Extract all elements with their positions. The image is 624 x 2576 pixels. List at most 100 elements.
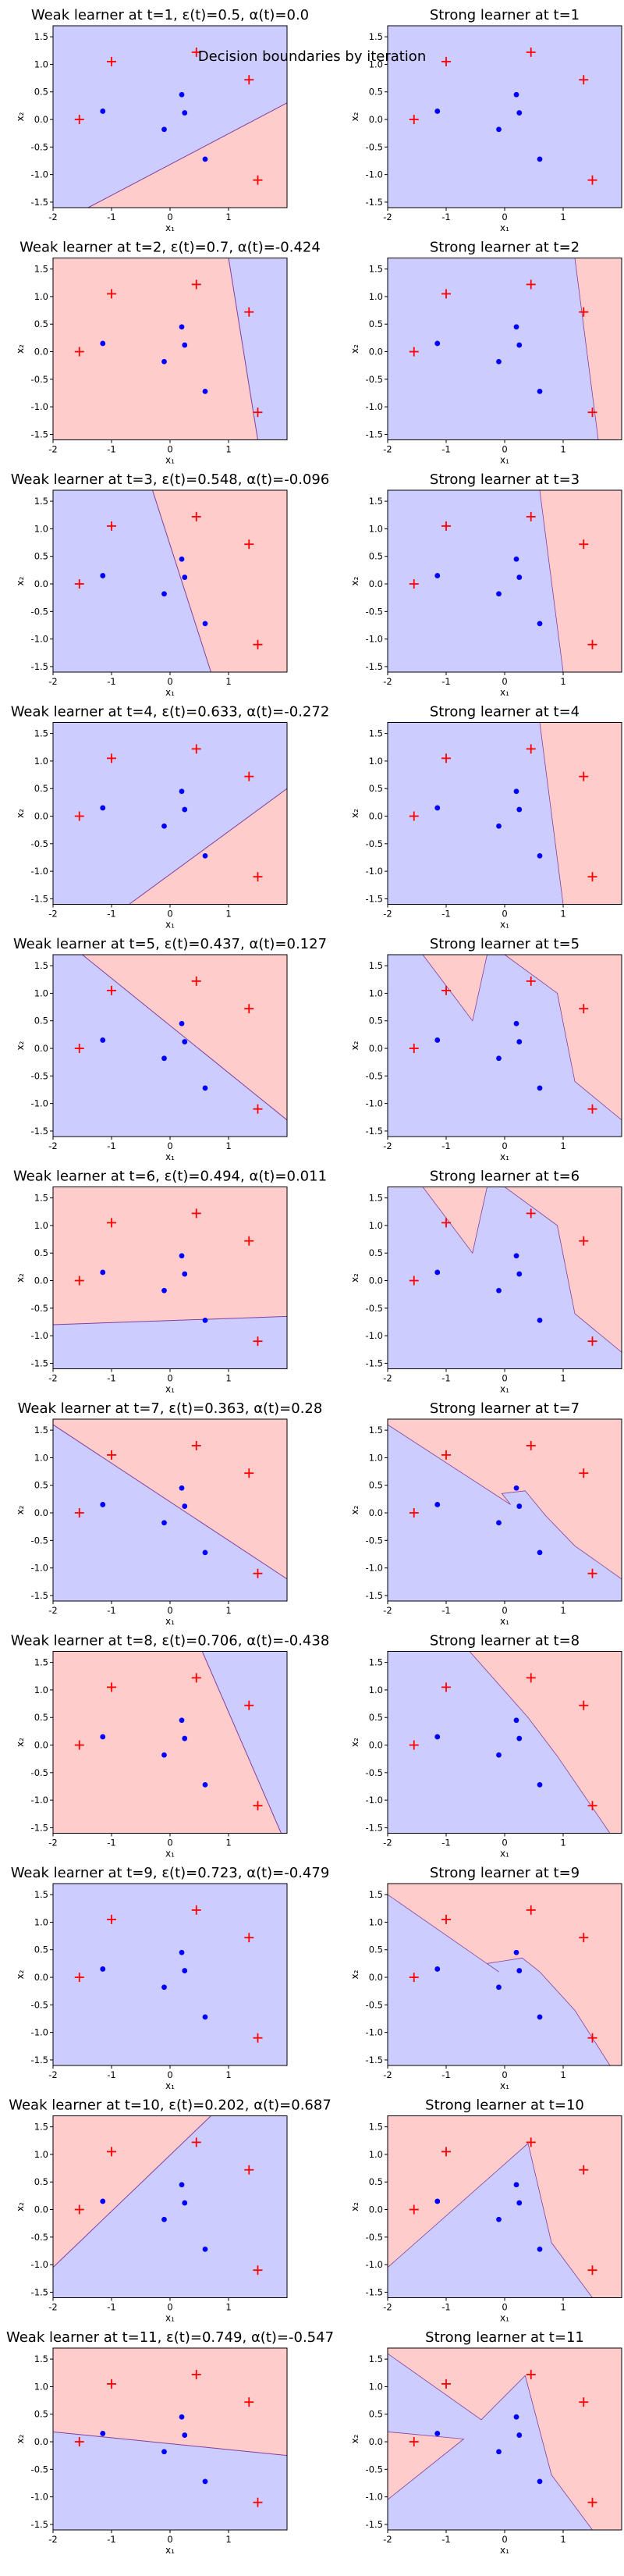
weak-learner-t6-negative-point-3	[179, 1253, 185, 1259]
strong-learner-t7-negative-point-1	[434, 1502, 441, 1507]
weak-learner-t1-negative-point-3	[179, 91, 185, 98]
weak-learner-t10-negative-point-1	[100, 2198, 106, 2204]
weak-learner-t1-xlabel: x₁	[165, 222, 175, 233]
weak-learner-t8-y-tick-label: 0.5	[34, 1712, 48, 1723]
weak-learner-t6-ylabel: x₂	[15, 1273, 26, 1283]
strong-learner-t4-panel: -2 -1 0 1 1.5 1.0 0.5 0.0 -0.5 -1.0 -1.5 x₁ x₂ Strong…	[349, 704, 622, 930]
strong-learner-t2-negative-point-3	[513, 324, 519, 330]
weak-learner-t6-negative-point-5	[202, 1317, 208, 1323]
strong-learner-t9-title: Strong learner at t=9	[430, 1865, 580, 1881]
weak-learner-t11-panel: -2 -1 0 1 1.5 1.0 0.5 0.0 -0.5 -1.0 -1.5 x₁ x₂ Weak l…	[6, 2329, 334, 2556]
weak-learner-t2-xlabel: x₁	[165, 455, 175, 466]
weak-learner-t8-negative-point-3	[179, 1717, 185, 1724]
weak-learner-t9-xlabel: x₁	[165, 2080, 175, 2091]
weak-learner-t9-x-tick-label: -1	[107, 2069, 115, 2080]
weak-learner-t4-xlabel: x₁	[165, 920, 175, 930]
strong-learner-t2-negative-point-4	[516, 342, 523, 348]
strong-learner-t7-negative-point-5	[537, 1550, 543, 1556]
weak-learner-t3-positive-region	[152, 490, 287, 672]
weak-learner-t7-negative-region	[53, 1425, 287, 1601]
strong-learner-t11-positive-point-2	[441, 2379, 451, 2389]
strong-learner-t2-y-tick-label: 0.0	[369, 347, 383, 358]
strong-learner-t11-title: Strong learner at t=11	[425, 2329, 584, 2346]
strong-learner-t1-negative-point-5	[537, 156, 543, 162]
weak-learner-t10-negative-point-2	[161, 2216, 167, 2222]
weak-learner-t9-y-tick-label: -1.5	[31, 2055, 48, 2065]
weak-learner-t6-y-tick-label: 1.5	[34, 1193, 48, 1204]
strong-learner-t8-y-tick-label: -1.5	[366, 1822, 383, 1833]
strong-learner-t2-x-tick-label: 1	[560, 444, 566, 455]
weak-learner-t3-positive-point-1	[74, 579, 84, 589]
weak-learner-t11-negative-point-5	[202, 2478, 208, 2485]
strong-learner-t2-positive-point-2	[441, 289, 451, 299]
weak-learner-t2-y-tick-label: 1.0	[34, 291, 48, 302]
weak-learner-t9-y-tick-label: -0.5	[31, 1999, 48, 2010]
weak-learner-t1-x-tick-label: -1	[107, 212, 115, 222]
strong-learner-t10-x-tick-label: 1	[560, 2302, 566, 2313]
weak-learner-t1-y-tick-label: 0.0	[34, 114, 48, 125]
strong-learner-t6-panel: -2 -1 0 1 1.5 1.0 0.5 0.0 -0.5 -1.0 -1.5 x₁ x₂ Strong…	[349, 1169, 622, 1395]
strong-learner-t7-x-tick-label: 0	[502, 1605, 507, 1616]
strong-learner-t1-x-tick-label: 1	[560, 212, 566, 222]
strong-learner-t6-negative-point-4	[516, 1271, 523, 1277]
weak-learner-t8-positive-point-4	[244, 1700, 254, 1710]
weak-learner-t5-positive-point-4	[244, 1004, 254, 1014]
weak-learner-t2-y-tick-label: 0.0	[34, 347, 48, 358]
strong-learner-t7-y-tick-label: 0.0	[369, 1507, 383, 1518]
strong-learner-t3-positive-point-2	[441, 521, 451, 531]
weak-learner-t7-xlabel: x₁	[165, 1616, 175, 1627]
strong-learner-t2-x-tick-label: 0	[502, 444, 507, 455]
weak-learner-t6-x-tick-label: -2	[48, 1373, 57, 1384]
weak-learner-t11-y-tick-label: 1.0	[34, 2381, 48, 2392]
weak-learner-t6-positive-point-5	[253, 1336, 263, 1347]
weak-learner-t6-x-tick-label: 1	[225, 1373, 231, 1384]
strong-learner-t5-positive-point-3	[526, 976, 536, 986]
strong-learner-t8-negative-point-1	[434, 1734, 441, 1740]
weak-learner-t5-negative-point-2	[161, 1055, 167, 1062]
strong-learner-t8-ylabel: x₂	[349, 1738, 360, 1747]
weak-learner-t9-negative-point-2	[161, 1984, 167, 1991]
strong-learner-t6-x-tick-label: 1	[560, 1373, 566, 1384]
weak-learner-t9-negative-point-1	[100, 1966, 106, 1972]
strong-learner-t8-xlabel: x₁	[500, 1848, 509, 1859]
weak-learner-t3-x-tick-label: 0	[167, 676, 172, 687]
weak-learner-t3-y-tick-label: 1.0	[34, 523, 48, 534]
weak-learner-t2-positive-point-5	[253, 407, 263, 418]
weak-learner-t2-boundary	[228, 258, 258, 440]
strong-learner-t7-y-tick-label: -1.5	[366, 1590, 383, 1601]
weak-learner-t10-x-tick-label: 1	[225, 2302, 231, 2313]
strong-learner-t8-y-tick-label: 1.0	[369, 1685, 383, 1695]
weak-learner-t10-positive-point-2	[107, 2147, 116, 2157]
strong-learner-t5-xlabel: x₁	[500, 1151, 509, 1162]
strong-learner-t1-x-tick-label: -1	[441, 212, 450, 222]
weak-learner-t8-title: Weak learner at t=8, ε(t)=0.706, α(t)=-0…	[11, 1633, 330, 1649]
weak-learner-t7-title: Weak learner at t=7, ε(t)=0.363, α(t)=0.…	[18, 1400, 323, 1417]
weak-learner-t4-y-tick-label: 0.0	[34, 811, 48, 822]
strong-learner-t11-y-tick-label: 0.5	[369, 2409, 383, 2420]
weak-learner-t4-ylabel: x₂	[15, 809, 26, 818]
weak-learner-t1-negative-region	[53, 26, 287, 208]
weak-learner-t2-positive-point-1	[74, 347, 84, 357]
strong-learner-t5-y-tick-label: -1.5	[366, 1126, 383, 1137]
strong-learner-t4-positive-point-1	[409, 811, 419, 821]
weak-learner-t10-negative-region	[53, 2115, 287, 2298]
strong-learner-t3-title: Strong learner at t=3	[430, 471, 580, 488]
strong-learner-t2-title: Strong learner at t=2	[430, 240, 580, 256]
weak-learner-t2-negative-region	[229, 258, 287, 440]
strong-learner-t5-negative-point-4	[516, 1039, 523, 1044]
weak-learner-t1-ylabel: x₂	[15, 112, 26, 121]
strong-learner-t4-y-tick-label: -1.5	[366, 893, 383, 904]
strong-learner-t4-positive-point-2	[441, 753, 451, 763]
weak-learner-t11-x-tick-label: -2	[48, 2534, 57, 2545]
weak-learner-t10-positive-point-5	[253, 2265, 263, 2275]
weak-learner-t1-positive-point-3	[191, 47, 201, 57]
weak-learner-t3-y-tick-label: 0.0	[34, 578, 48, 589]
weak-learner-t2-positive-point-4	[244, 307, 254, 317]
strong-learner-t11-y-tick-label: -0.5	[366, 2464, 383, 2475]
weak-learner-t1-x-tick-label: 0	[167, 212, 172, 222]
weak-learner-t10-y-tick-label: 0.0	[34, 2204, 48, 2215]
weak-learner-t11-negative-point-4	[182, 2432, 188, 2438]
strong-learner-t4-y-tick-label: -1.0	[366, 866, 383, 877]
weak-learner-t9-negative-point-3	[179, 1949, 185, 1955]
weak-learner-t11-positive-point-3	[191, 2369, 201, 2379]
